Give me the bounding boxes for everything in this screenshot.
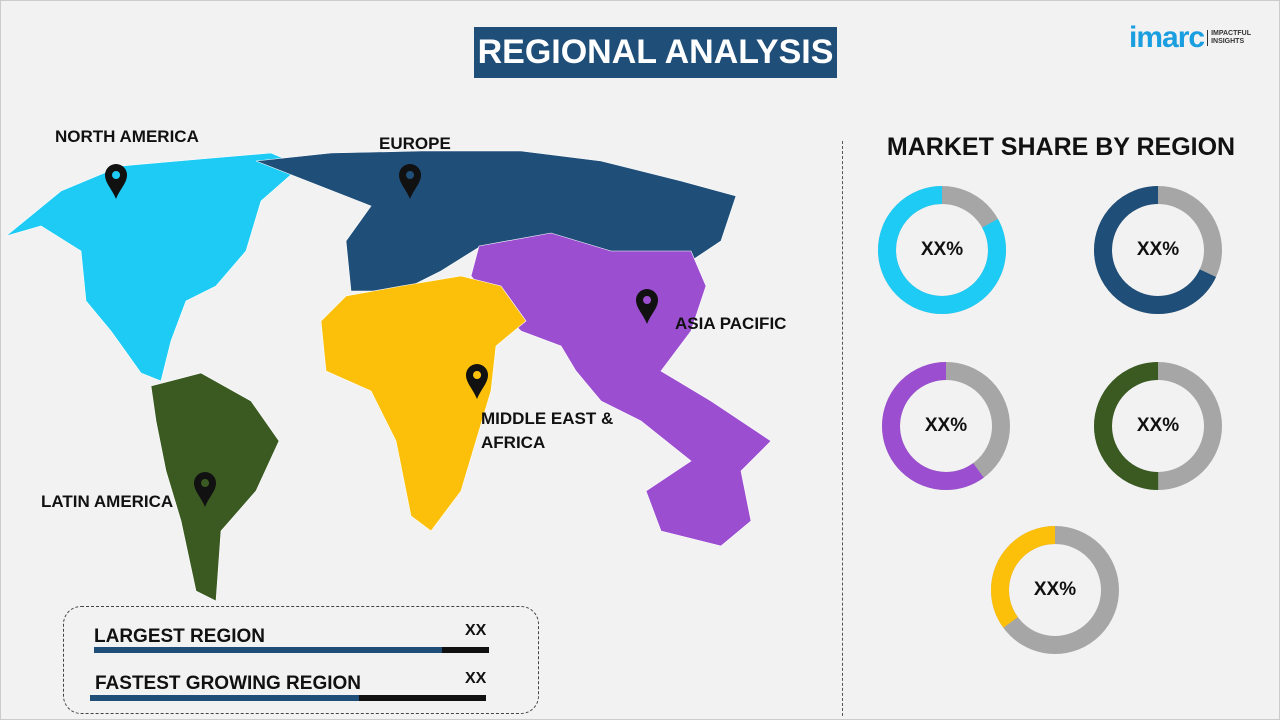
donut-label: XX% [1033, 579, 1077, 600]
label-latin-america: LATIN AMERICA [41, 492, 174, 511]
donut-latin-america: XX% [990, 525, 1120, 655]
donut-share-arc [991, 526, 1119, 654]
section-divider [842, 141, 843, 716]
donut-label: XX% [920, 239, 964, 260]
map-pin-icon [636, 289, 658, 324]
donut-share-arc [1094, 362, 1222, 490]
logo-tagline: IMPACTFUL INSIGHTS [1207, 30, 1255, 46]
map-pin-icon [399, 164, 421, 199]
region-north-america [5, 152, 302, 382]
donut-asia-pacific: XX% [881, 361, 1011, 491]
map-pin-icon [466, 364, 488, 399]
donut-share-arc [878, 186, 1006, 314]
map-pin-icon [105, 164, 127, 199]
label-north-america: NORTH AMERICA [55, 127, 199, 146]
donut-north-america: XX% [877, 185, 1007, 315]
largest-region-value: XX [465, 622, 487, 639]
donut-label: XX% [1136, 415, 1180, 436]
label-europe: EUROPE [379, 134, 451, 153]
region-asia-pacific [470, 232, 772, 547]
fastest-region-value: XX [465, 670, 487, 687]
largest-region-bar [94, 647, 489, 653]
donut-label: XX% [1136, 239, 1180, 260]
market-share-title: MARKET SHARE BY REGION [886, 133, 1236, 161]
page-title: REGIONAL ANALYSIS [474, 27, 837, 78]
imarc-logo: imarc IMPACTFUL INSIGHTS [1129, 21, 1255, 55]
donut-share-arc [882, 362, 1010, 490]
largest-region-label: LARGEST REGION [94, 626, 266, 647]
fastest-region-bar [90, 695, 486, 701]
donut-middle-east-africa: XX% [1093, 361, 1223, 491]
donut-label: XX% [924, 415, 968, 436]
label-middle-east-africa: MIDDLE EAST & AFRICA [481, 409, 614, 452]
donut-share-arc [1094, 186, 1222, 314]
donut-europe: XX% [1093, 185, 1223, 315]
map-pin-icon [194, 472, 216, 507]
summary-box [63, 606, 539, 714]
region-middle-east-africa [320, 275, 527, 532]
logo-text: imarc [1129, 21, 1205, 54]
world-map [5, 150, 772, 602]
fastest-region-label: FASTEST GROWING REGION [95, 673, 362, 694]
label-asia-pacific: ASIA PACIFIC [675, 314, 787, 333]
